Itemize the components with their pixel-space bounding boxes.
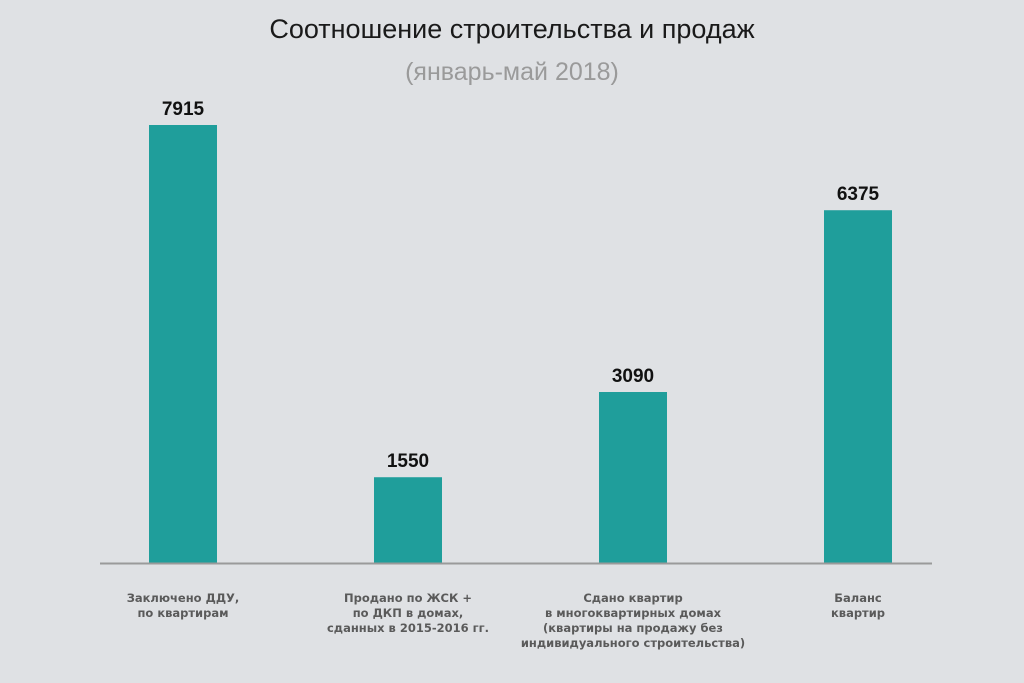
category-label-4: Баланс квартир: [831, 591, 885, 620]
category-label-line: по ДКП в домах,: [353, 606, 464, 620]
category-label-line: Сдано квартир: [583, 591, 682, 605]
category-label-1: Заключено ДДУ, по квартирам: [127, 591, 240, 620]
value-label-3: 3090: [612, 366, 654, 387]
category-label-line: Баланс: [834, 591, 882, 605]
category-label-line: в многоквартирных домах: [545, 606, 722, 620]
value-label-4: 6375: [837, 184, 880, 205]
chart-title: Соотношение строительства и продаж: [269, 14, 755, 44]
bar-4: [824, 210, 892, 564]
category-label-line: сданных в 2015-2016 гг.: [327, 621, 489, 635]
value-label-2: 1550: [387, 451, 429, 472]
bar-3: [599, 392, 667, 563]
category-label-line: Продано по ЖСК +: [344, 591, 472, 605]
bar-1: [149, 125, 217, 563]
category-label-line: Заключено ДДУ,: [127, 591, 240, 605]
bar-2: [374, 477, 442, 563]
value-label-1: 7915: [162, 99, 205, 120]
chart-subtitle: (январь-май 2018): [405, 58, 619, 86]
category-label-line: квартир: [831, 606, 885, 620]
category-label-line: (квартиры на продажу без: [543, 621, 723, 635]
category-label-3: Сдано квартир в многоквартирных домах (ква…: [521, 591, 745, 650]
category-label-2: Продано по ЖСК + по ДКП в домах, сданных в…: [327, 591, 489, 635]
category-label-line: по квартирам: [137, 606, 228, 620]
category-label-line: индивидуального строительства): [521, 636, 745, 650]
